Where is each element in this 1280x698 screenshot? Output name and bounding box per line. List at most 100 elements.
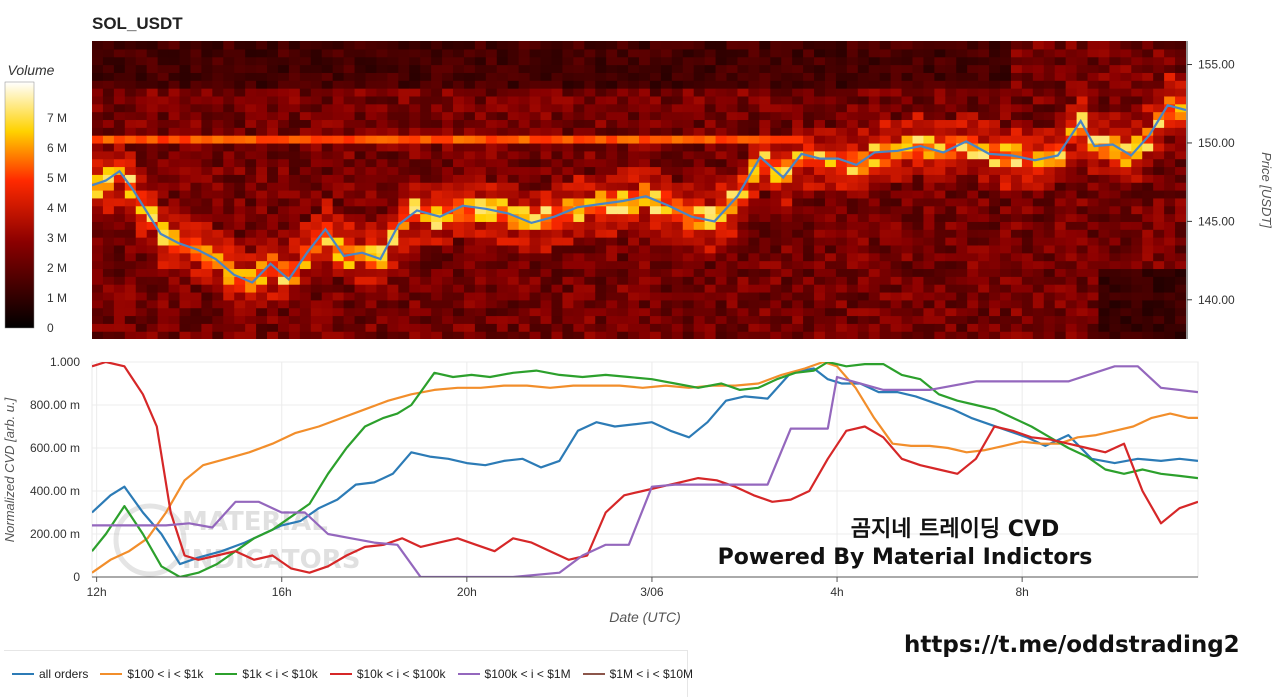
heatmap-cell: [792, 252, 804, 262]
heatmap-cell: [212, 299, 224, 309]
legend-item-s10k_100k[interactable]: $10k < i < $100k: [329, 667, 446, 681]
heatmap-cell: [343, 205, 356, 215]
heatmap-cell: [496, 291, 509, 301]
heatmap-cell: [748, 88, 760, 97]
heatmap-cell: [453, 307, 465, 317]
heatmap-cell: [803, 205, 815, 215]
legend-item-s100k_1m[interactable]: $100k < i < $1M: [457, 667, 571, 681]
heatmap-cell: [562, 291, 574, 301]
heatmap-cell: [934, 80, 946, 89]
legend-item-all_orders[interactable]: all orders: [12, 667, 88, 681]
heatmap-cell: [715, 237, 728, 246]
heatmap-cell: [420, 252, 432, 262]
heatmap-cell: [792, 205, 804, 215]
heatmap-cell: [660, 190, 673, 199]
heatmap-cell: [135, 299, 148, 309]
heatmap-cell: [1000, 142, 1012, 152]
heatmap-cell: [901, 213, 914, 222]
cvd-y-tick-label: 600.00 m: [30, 441, 80, 455]
heatmap-cell: [201, 190, 213, 199]
heatmap-cell: [682, 276, 695, 285]
heatmap-cell: [923, 64, 935, 73]
heatmap-cell: [792, 64, 804, 73]
heatmap-cell: [1098, 64, 1111, 73]
heatmap-cell: [868, 307, 881, 317]
heatmap-cell: [431, 95, 443, 105]
heatmap-cell: [1000, 103, 1012, 113]
heatmap-cell: [267, 174, 279, 183]
cvd-line-s100k_1m: [92, 365, 1198, 577]
heatmap-cell: [135, 244, 148, 254]
heatmap-cell: [201, 127, 213, 136]
heatmap-cell: [168, 276, 181, 285]
heatmap-cell: [256, 88, 268, 97]
heatmap-cell: [518, 56, 531, 66]
heatmap-cell: [277, 307, 290, 317]
heatmap-cell: [463, 150, 476, 160]
heatmap-cell: [1054, 88, 1067, 97]
telegram-link[interactable]: https://t.me/oddstrading2: [904, 632, 1240, 658]
heatmap-cell: [1109, 229, 1121, 238]
heatmap-cell: [923, 95, 935, 105]
heatmap-cell: [628, 150, 640, 160]
heatmap-cell: [682, 111, 695, 121]
heatmap-cell: [1098, 158, 1111, 168]
heatmap-cell: [671, 135, 684, 144]
heatmap-cell: [945, 213, 957, 222]
heatmap-cell: [496, 150, 509, 160]
heatmap-cell: [518, 127, 531, 136]
heatmap-cell: [267, 276, 279, 285]
heatmap-cell: [1175, 119, 1186, 128]
heatmap-cell: [332, 127, 345, 136]
heatmap-cell: [693, 111, 706, 121]
heatmap-cell: [781, 135, 793, 144]
heatmap-cell: [485, 190, 498, 199]
heatmap-cell: [1054, 331, 1067, 339]
heatmap-cell: [1043, 150, 1056, 160]
heatmap-cell: [726, 323, 739, 332]
heatmap-cell: [1120, 182, 1132, 191]
heatmap-cell: [463, 41, 476, 50]
heatmap-cell: [792, 56, 804, 66]
heatmap-cell: [135, 284, 148, 293]
heatmap-cell: [365, 48, 378, 58]
heatmap-cell: [573, 315, 585, 324]
heatmap-cell: [102, 244, 115, 254]
heatmap-cell: [989, 213, 1001, 222]
heatmap-cell: [201, 64, 213, 73]
heatmap-cell: [212, 284, 224, 293]
heatmap-cell: [496, 88, 509, 97]
heatmap-cell: [179, 72, 192, 81]
heatmap-cell: [409, 56, 421, 66]
heatmap-cell: [956, 166, 968, 175]
legend-item-s1k_10k[interactable]: $1k < i < $10k: [215, 667, 318, 681]
heatmap-cell: [1032, 237, 1045, 246]
heatmap-cell: [1142, 307, 1154, 317]
heatmap-cell: [463, 331, 476, 339]
heatmap-cell: [814, 190, 826, 199]
heatmap-cell: [726, 72, 739, 81]
heatmap-cell: [945, 205, 957, 215]
legend-item-s100_1k[interactable]: $100 < i < $1k: [100, 667, 203, 681]
heatmap-cell: [704, 323, 717, 332]
heatmap-cell: [310, 252, 323, 262]
heatmap-cell: [1098, 315, 1111, 324]
heatmap-cell: [124, 190, 137, 199]
heatmap-cell: [562, 127, 574, 136]
heatmap-cell: [409, 119, 421, 128]
heatmap-cell: [748, 237, 760, 246]
heatmap-cell: [420, 229, 432, 238]
heatmap-cell: [179, 158, 192, 168]
heatmap-cell: [442, 205, 454, 215]
heatmap-cell: [857, 197, 870, 207]
heatmap-cell: [201, 229, 213, 238]
heatmap-cell: [540, 56, 553, 66]
heatmap-cell: [649, 111, 662, 121]
heatmap-cell: [102, 307, 115, 317]
heatmap-cell: [1120, 135, 1132, 144]
heatmap-cell: [354, 72, 367, 81]
heatmap-cell: [1032, 80, 1045, 89]
legend-item-s1m_10m[interactable]: $1M < i < $10M: [582, 667, 693, 681]
heatmap-cell: [310, 127, 323, 136]
heatmap-cell: [628, 323, 640, 332]
